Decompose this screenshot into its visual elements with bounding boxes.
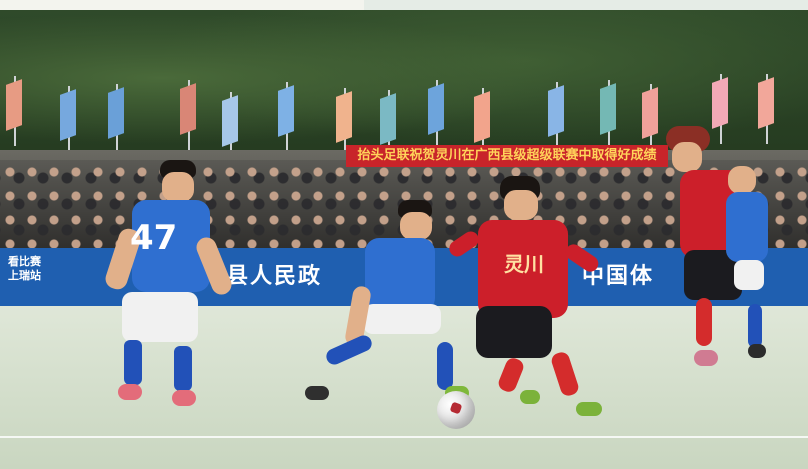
flag — [278, 82, 296, 152]
flag — [428, 80, 446, 150]
player-number: 47 — [130, 218, 178, 258]
flag — [380, 90, 398, 160]
adboard-left-line-1: 看比赛 — [8, 255, 41, 268]
football — [437, 391, 475, 429]
player-red-dribbler: 灵川 — [430, 176, 625, 426]
flag — [336, 88, 354, 158]
pitch-line — [0, 436, 808, 438]
flag — [548, 82, 566, 152]
flag — [60, 86, 78, 156]
flag — [108, 84, 126, 154]
adboard-left-line-2: 上瑞站 — [8, 269, 41, 282]
flag — [474, 88, 492, 158]
flag — [6, 76, 24, 146]
flag — [222, 92, 240, 162]
flag — [712, 74, 730, 144]
flag — [642, 84, 660, 154]
top-border-strip — [364, 0, 808, 10]
adboard-left-text: 看比赛 上瑞站 — [8, 255, 41, 283]
flag — [180, 80, 198, 150]
flag — [758, 74, 776, 144]
player-chest-text: 灵川 — [504, 252, 544, 276]
flag — [600, 80, 618, 150]
player-blue-defender — [305, 200, 470, 405]
player-blue-far-right — [718, 164, 778, 364]
stadium-banner: 抬头足联祝贺灵川在广西县级超级联赛中取得好成绩 — [346, 145, 668, 167]
player-blue-47: 47 — [102, 160, 235, 410]
